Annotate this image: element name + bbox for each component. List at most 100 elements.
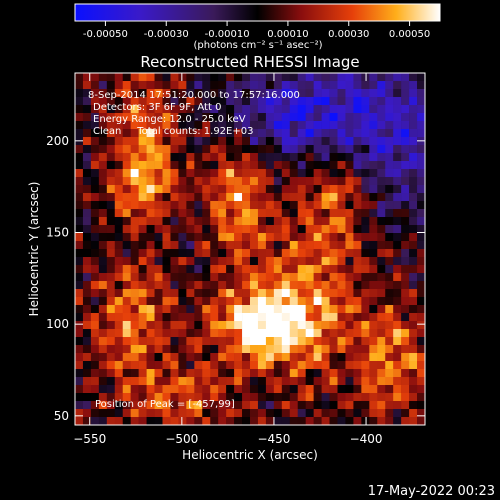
heatmap-cell <box>98 273 108 282</box>
heatmap-cell <box>369 233 378 242</box>
heatmap-cell <box>353 129 362 138</box>
heatmap-cell <box>297 113 306 122</box>
heatmap-cell <box>361 385 370 394</box>
heatmap-cell <box>122 313 131 322</box>
heatmap-cell <box>385 121 394 130</box>
heatmap-cell <box>138 217 147 226</box>
heatmap-cell <box>289 161 299 170</box>
heatmap-cell <box>250 177 259 186</box>
heatmap-cell <box>138 281 147 290</box>
heatmap-cell <box>194 153 203 162</box>
heatmap-cell <box>82 305 92 314</box>
heatmap-cell <box>90 369 100 378</box>
heatmap-cell <box>345 257 354 266</box>
heatmap-cell <box>417 97 425 106</box>
heatmap-cell <box>114 153 124 162</box>
heatmap-cell <box>90 337 100 346</box>
heatmap-cell <box>313 305 322 314</box>
heatmap-cell <box>218 297 227 306</box>
heatmap-cell <box>281 105 291 114</box>
heatmap-cell <box>369 241 378 250</box>
heatmap-cell <box>202 257 211 266</box>
heatmap-cell <box>289 89 299 98</box>
colorbar <box>74 3 441 22</box>
heatmap-cell <box>170 409 179 418</box>
heatmap-cell <box>178 209 187 218</box>
heatmap-cell <box>138 137 147 146</box>
heatmap-cell <box>297 321 306 330</box>
heatmap-cell <box>218 265 227 274</box>
heatmap-cell <box>210 233 219 242</box>
heatmap-cell <box>178 193 187 202</box>
heatmap-cell <box>297 273 306 282</box>
heatmap-cell <box>162 257 171 266</box>
heatmap-cell <box>329 129 338 138</box>
heatmap-cell <box>178 129 187 138</box>
heatmap-cell <box>281 233 291 242</box>
heatmap-cell <box>321 241 330 250</box>
y-axis-label: Heliocentric Y (arcsec) <box>27 182 41 317</box>
heatmap-cell <box>122 393 131 402</box>
heatmap-cell <box>273 89 283 98</box>
heatmap-cell <box>154 393 163 402</box>
heatmap-cell <box>273 153 283 162</box>
heatmap-cell <box>82 321 92 330</box>
heatmap-cell <box>226 233 235 242</box>
heatmap-cell <box>186 377 195 386</box>
heatmap-cell <box>75 369 84 378</box>
heatmap-cell <box>202 305 211 314</box>
heatmap-cell <box>82 233 92 242</box>
heatmap-cell <box>393 361 402 370</box>
heatmap-cell <box>337 97 346 106</box>
heatmap-cell <box>321 337 330 346</box>
heatmap-cell <box>297 209 306 218</box>
heatmap-cell <box>321 417 330 425</box>
heatmap-cell <box>281 321 291 330</box>
heatmap-cell <box>265 401 275 410</box>
heatmap-cell <box>289 377 299 386</box>
heatmap-cell <box>313 297 322 306</box>
heatmap-cell <box>289 361 299 370</box>
heatmap-cell <box>377 113 386 122</box>
heatmap-cell <box>218 353 227 362</box>
heatmap-cell <box>377 153 386 162</box>
heatmap-cell <box>321 305 330 314</box>
heatmap-cell <box>353 81 362 90</box>
heatmap-cell <box>106 345 116 354</box>
heatmap-cell <box>75 233 84 242</box>
heatmap-cell <box>226 305 235 314</box>
heatmap-cell <box>218 145 227 154</box>
heatmap-cell <box>321 161 330 170</box>
heatmap-cell <box>162 321 171 330</box>
heatmap-cell <box>146 89 155 98</box>
heatmap-cell <box>401 153 410 162</box>
heatmap-cell <box>393 401 402 410</box>
heatmap-cell <box>385 265 394 274</box>
heatmap-cell <box>305 73 314 82</box>
heatmap-cell <box>297 409 306 418</box>
heatmap-cell <box>114 209 124 218</box>
heatmap-cell <box>75 129 84 138</box>
heatmap-cell <box>361 241 370 250</box>
heatmap-cell <box>98 185 108 194</box>
heatmap-cell <box>154 249 163 258</box>
heatmap-cell <box>122 289 131 298</box>
heatmap-cell <box>393 177 402 186</box>
heatmap-cell <box>361 329 370 338</box>
heatmap-cell <box>345 409 354 418</box>
heatmap-cell <box>393 145 402 154</box>
heatmap-cell <box>178 345 187 354</box>
heatmap-cell <box>114 377 124 386</box>
heatmap-cell <box>265 137 275 146</box>
heatmap-cell <box>90 177 100 186</box>
heatmap-cell <box>329 169 338 178</box>
heatmap-cell <box>130 337 139 346</box>
heatmap-cell <box>313 113 322 122</box>
heatmap-cell <box>138 185 147 194</box>
heatmap-cell <box>313 289 322 298</box>
heatmap-cell <box>146 241 155 250</box>
heatmap-cell <box>273 345 283 354</box>
heatmap-cell <box>98 177 108 186</box>
heatmap-cell <box>234 345 243 354</box>
heatmap-cell <box>130 361 139 370</box>
